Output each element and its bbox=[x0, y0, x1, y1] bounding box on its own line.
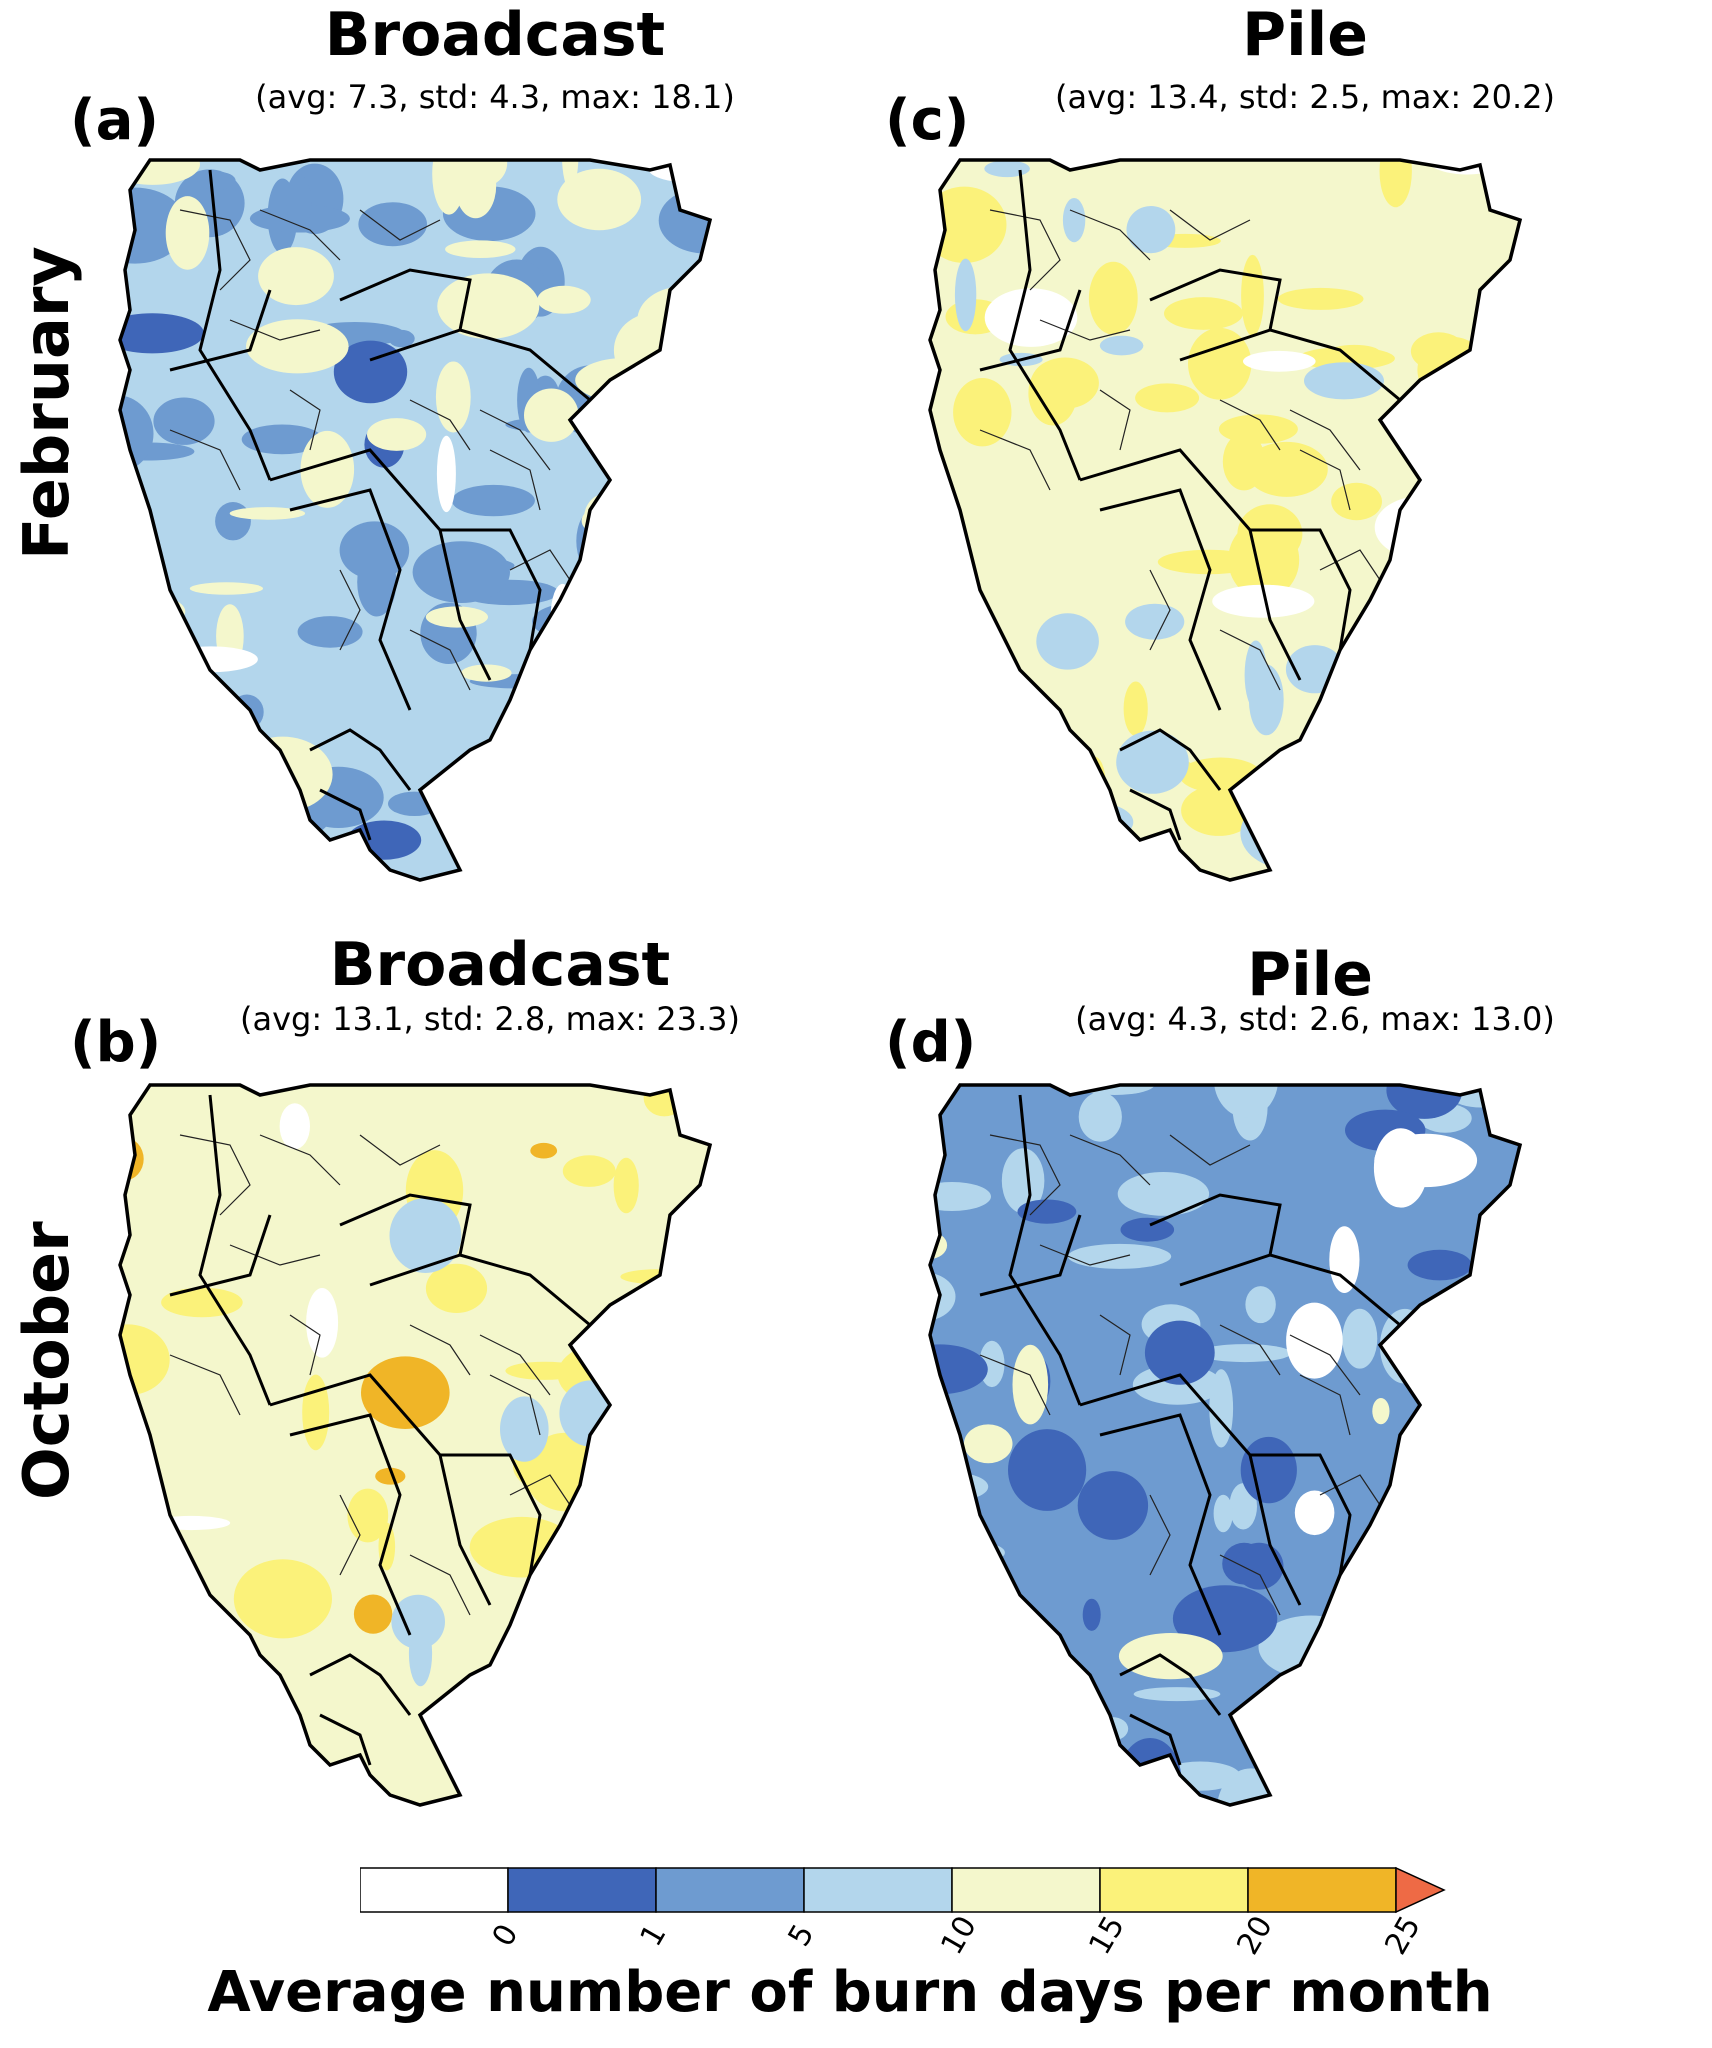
colorbar bbox=[360, 1866, 1446, 1914]
panel-d-letter: (d) bbox=[885, 1010, 977, 1075]
row-label-october: October bbox=[10, 1221, 83, 1500]
map-broadcast-february bbox=[118, 158, 713, 882]
map-pile-february bbox=[928, 158, 1523, 882]
colorbar-segment-5 bbox=[1099, 1867, 1249, 1913]
panel-a-stats: (avg: 7.3, std: 4.3, max: 18.1) bbox=[255, 78, 735, 116]
colorbar-segment-6 bbox=[1247, 1867, 1397, 1913]
colorbar-segment-2 bbox=[655, 1867, 805, 1913]
panel-a-letter: (a) bbox=[70, 88, 159, 153]
row-label-february: February bbox=[10, 246, 83, 560]
panel-b-title: Broadcast bbox=[329, 930, 671, 1000]
panel-b-letter: (b) bbox=[70, 1010, 162, 1075]
colorbar-segment-4 bbox=[951, 1867, 1101, 1913]
panel-a-title: Broadcast bbox=[324, 0, 666, 70]
colorbar-tick-label: 0 bbox=[485, 1918, 526, 1953]
colorbar-segment-3 bbox=[803, 1867, 953, 1913]
panel-c-stats: (avg: 13.4, std: 2.5, max: 20.2) bbox=[1054, 78, 1555, 116]
panel-b-stats: (avg: 13.1, std: 2.8, max: 23.3) bbox=[239, 1000, 740, 1038]
colorbar-label: Average number of burn days per month bbox=[207, 1960, 1493, 2025]
colorbar-segment-0 bbox=[360, 1867, 509, 1913]
colorbar-segment-1 bbox=[507, 1867, 657, 1913]
panel-c-title: Pile bbox=[1242, 0, 1368, 70]
colorbar-tick-label: 1 bbox=[633, 1918, 674, 1953]
map-pile-october bbox=[928, 1083, 1523, 1807]
map-broadcast-october bbox=[118, 1083, 713, 1807]
colorbar-extend-arrow bbox=[1395, 1866, 1446, 1914]
panel-d-title: Pile bbox=[1247, 940, 1373, 1010]
panel-d-stats: (avg: 4.3, std: 2.6, max: 13.0) bbox=[1075, 1000, 1555, 1038]
colorbar-tick-label: 5 bbox=[781, 1918, 822, 1953]
panel-c-letter: (c) bbox=[885, 88, 970, 153]
